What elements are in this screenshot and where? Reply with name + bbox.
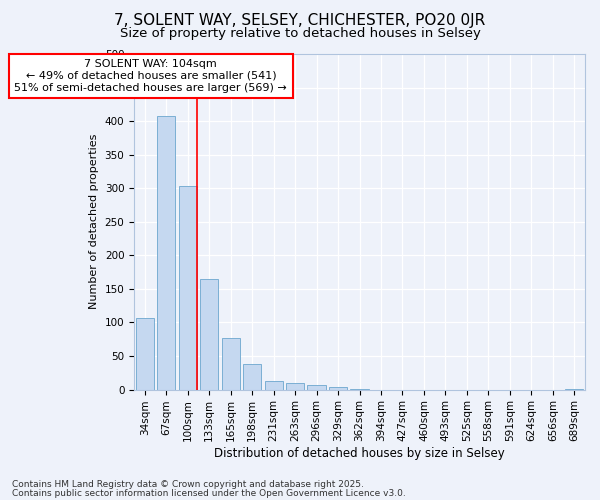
Bar [565, 389, 583, 390]
Text: Contains HM Land Registry data © Crown copyright and database right 2025.: Contains HM Land Registry data © Crown c… [12, 480, 364, 489]
Bar [307, 385, 326, 390]
Bar [286, 383, 304, 390]
Y-axis label: Number of detached properties: Number of detached properties [89, 134, 99, 310]
Text: Contains public sector information licensed under the Open Government Licence v3: Contains public sector information licen… [12, 488, 406, 498]
Bar [136, 318, 154, 390]
Text: 7 SOLENT WAY: 104sqm
← 49% of detached houses are smaller (541)
51% of semi-deta: 7 SOLENT WAY: 104sqm ← 49% of detached h… [14, 60, 287, 92]
Text: 7, SOLENT WAY, SELSEY, CHICHESTER, PO20 0JR: 7, SOLENT WAY, SELSEY, CHICHESTER, PO20 … [115, 12, 485, 28]
Bar [179, 186, 197, 390]
Bar [243, 364, 262, 390]
Bar [221, 338, 240, 390]
X-axis label: Distribution of detached houses by size in Selsey: Distribution of detached houses by size … [214, 447, 505, 460]
Text: Size of property relative to detached houses in Selsey: Size of property relative to detached ho… [119, 28, 481, 40]
Bar [157, 116, 175, 390]
Bar [200, 279, 218, 390]
Bar [265, 381, 283, 390]
Bar [329, 387, 347, 390]
Bar [350, 389, 368, 390]
